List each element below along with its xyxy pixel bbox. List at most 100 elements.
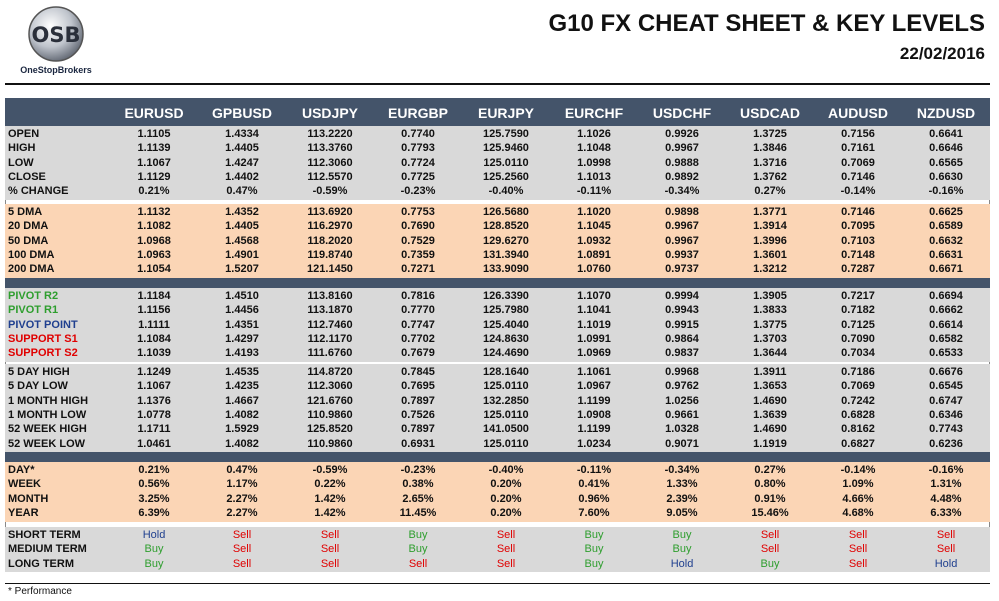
row-label: 1 MONTH LOW	[8, 408, 87, 421]
value: 1.4690	[753, 423, 787, 436]
value: 0.6589	[929, 220, 963, 233]
title: G10 FX CHEAT SHEET & KEY LEVELS	[548, 10, 985, 37]
value: 0.22%	[314, 478, 346, 491]
value: 0.7034	[841, 347, 875, 360]
row-label: 52 WEEK LOW	[8, 437, 86, 450]
signal: Buy	[672, 529, 692, 541]
signal: Sell	[760, 529, 780, 541]
value: 111.6760	[307, 347, 353, 360]
column-header: USDCHF	[652, 105, 712, 121]
value: 0.9737	[665, 263, 699, 276]
value: 1.4351	[225, 318, 259, 331]
value: 6.39%	[138, 506, 170, 519]
value: 125.9460	[483, 142, 529, 155]
value: 1.09%	[842, 478, 874, 491]
value: 2.27%	[226, 506, 258, 519]
value: 1.4535	[225, 366, 259, 378]
value: 1.4568	[225, 234, 259, 247]
value: 1.0963	[137, 248, 171, 261]
divider	[5, 583, 990, 584]
value: 1.1249	[137, 366, 171, 378]
value: 125.8520	[307, 423, 353, 436]
value: 0.7526	[401, 408, 435, 421]
value: 0.9967	[665, 142, 699, 155]
value: 125.7590	[483, 128, 529, 140]
row-label: PIVOT R2	[8, 290, 59, 302]
section	[5, 364, 990, 453]
value: 112.1170	[307, 332, 353, 345]
value: 0.9762	[665, 380, 699, 393]
value: 9.05%	[666, 506, 698, 519]
value: 112.3060	[307, 380, 353, 393]
value: 0.6676	[929, 366, 963, 378]
value: 1.0256	[665, 394, 699, 407]
value: 1.31%	[930, 478, 962, 491]
value: 1.1026	[577, 128, 611, 140]
value: 125.0110	[483, 156, 529, 169]
value: 0.21%	[138, 464, 170, 476]
value: 1.0932	[577, 234, 611, 247]
value: 0.91%	[754, 492, 786, 505]
value: 1.0891	[577, 248, 611, 261]
value: 133.9090	[483, 263, 529, 276]
signal: Hold	[142, 529, 166, 541]
value: 1.5207	[225, 263, 259, 276]
value: 1.4193	[225, 347, 259, 360]
value: 0.7724	[401, 156, 435, 169]
value: 1.4402	[225, 170, 259, 183]
section	[5, 527, 990, 573]
value: 1.1199	[577, 423, 611, 436]
value: 1.4690	[753, 394, 787, 407]
section	[5, 462, 990, 522]
value: 1.1019	[577, 318, 611, 331]
value: 1.1199	[577, 394, 611, 407]
value: 1.1132	[137, 206, 171, 218]
signal: Sell	[936, 529, 956, 541]
value: 0.9943	[665, 304, 699, 317]
value: 1.1711	[137, 423, 171, 436]
value: 126.3390	[483, 290, 529, 302]
value: 6.33%	[930, 506, 962, 519]
value: 0.7182	[841, 304, 875, 317]
value: 1.3762	[753, 170, 787, 183]
value: 0.7690	[401, 220, 435, 233]
row-label: YEAR	[8, 506, 39, 519]
column-header: EURUSD	[124, 105, 184, 121]
value: 1.1061	[577, 366, 611, 378]
value: 1.0998	[577, 156, 611, 169]
value: 112.3060	[307, 156, 353, 169]
row-label: MONTH	[8, 492, 49, 505]
value: 0.7529	[401, 234, 435, 247]
value: 0.7897	[401, 423, 435, 436]
column-header: GPBUSD	[212, 105, 272, 121]
signal: Sell	[848, 557, 868, 570]
value: 0.7069	[841, 156, 875, 169]
row-label: 5 DMA	[8, 206, 43, 218]
value: 0.20%	[490, 492, 522, 505]
value: 121.1450	[307, 263, 353, 276]
divider	[5, 83, 990, 85]
signal: Sell	[232, 543, 252, 556]
value: 126.5680	[483, 206, 529, 218]
value: 0.47%	[226, 185, 258, 198]
value: 0.6694	[929, 290, 963, 302]
value: 125.4040	[483, 318, 529, 331]
row-label: LONG TERM	[8, 557, 74, 570]
signal: Sell	[760, 543, 780, 556]
signal: Buy	[584, 543, 604, 556]
value: 0.7156	[841, 128, 875, 140]
value: 0.20%	[490, 478, 522, 491]
value: -0.59%	[312, 464, 348, 476]
value: 110.9860	[307, 437, 353, 450]
value: 2.65%	[402, 492, 434, 505]
value: 0.7816	[401, 290, 435, 302]
value: 0.6641	[929, 128, 963, 140]
row-label: CLOSE	[8, 170, 46, 183]
signal: Sell	[320, 543, 340, 556]
value: 0.9967	[665, 234, 699, 247]
column-header: EURJPY	[477, 105, 535, 121]
value: 0.7793	[401, 142, 435, 155]
value: 125.2560	[483, 170, 529, 183]
value: 1.4082	[225, 408, 259, 421]
value: 1.3653	[753, 380, 787, 393]
